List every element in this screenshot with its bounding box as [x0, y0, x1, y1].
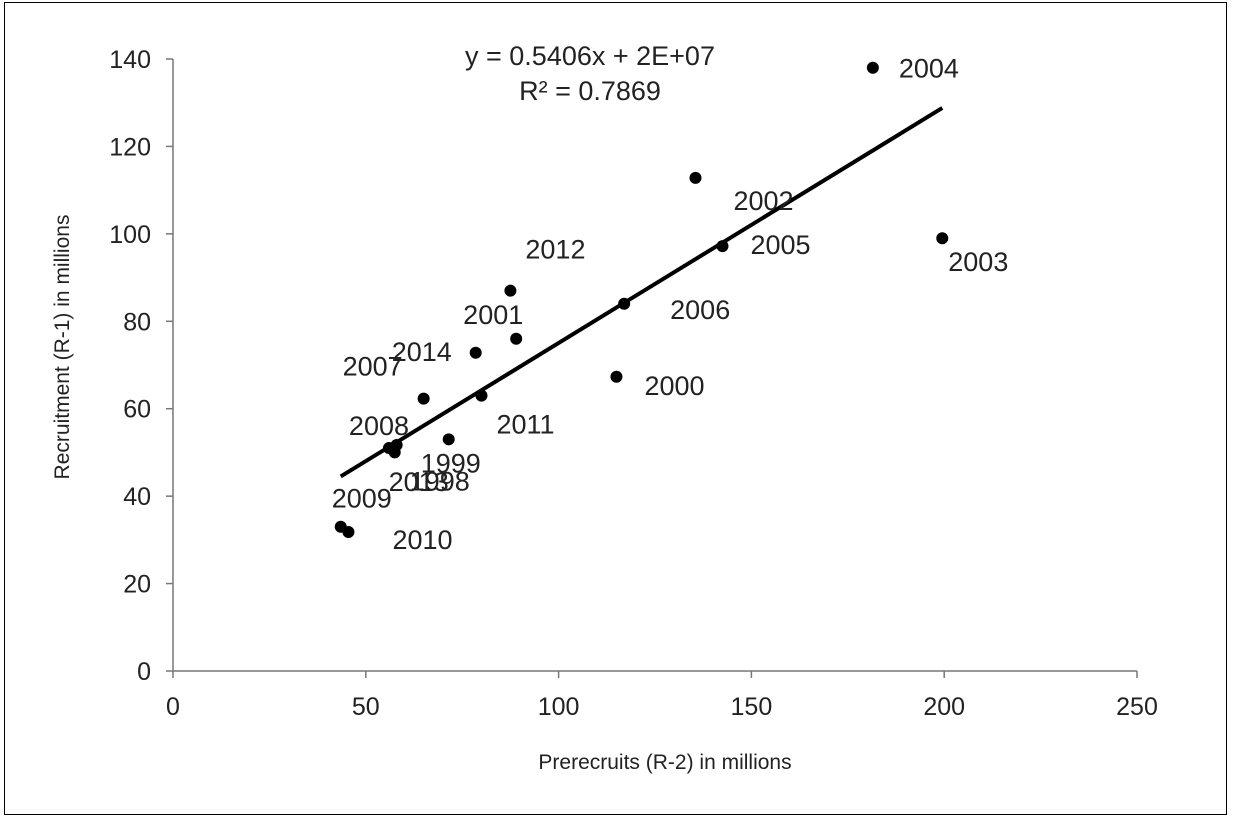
x-axis-title: Prerecruits (R-2) in millions: [538, 751, 791, 774]
trendline-r2: R² = 0.7869: [519, 76, 661, 106]
y-axis-title: Recruitment (R-1) in millions: [51, 215, 74, 480]
data-point: [936, 232, 949, 245]
y-tick-label: 40: [123, 483, 151, 511]
y-tick-label: 60: [123, 396, 151, 424]
data-points: [334, 61, 949, 538]
x-tick-label: 200: [923, 693, 965, 721]
data-point: [504, 284, 517, 297]
trendline-group: [339, 106, 944, 479]
point-label: 1998: [410, 466, 470, 496]
data-point: [866, 61, 879, 74]
data-point: [342, 525, 355, 538]
data-point: [475, 389, 488, 402]
x-tick-label: 50: [352, 693, 380, 721]
data-point: [716, 240, 729, 253]
trendline-equation: y = 0.5406x + 2E+07: [465, 41, 715, 71]
point-label: 2011: [496, 410, 554, 440]
chart-frame: [4, 2, 1227, 815]
point-label: 2010: [392, 525, 452, 555]
y-tick-label: 100: [109, 221, 151, 249]
data-point: [689, 171, 702, 184]
y-tick-label: 140: [109, 46, 151, 74]
data-point: [390, 438, 403, 451]
point-label: 2014: [392, 337, 452, 367]
y-tick-label: 0: [137, 658, 151, 686]
point-label: 2008: [349, 411, 409, 441]
point-label: 2000: [644, 371, 704, 401]
data-point: [469, 346, 482, 359]
y-tick-label: 80: [123, 308, 151, 336]
x-tick-label: 150: [731, 693, 773, 721]
point-label: 1999: [421, 448, 481, 478]
point-label: 2013: [389, 467, 449, 497]
data-point: [610, 370, 623, 383]
point-label: 2007: [343, 352, 403, 382]
point-label: 2001: [463, 300, 523, 330]
point-label: 2003: [948, 247, 1008, 277]
x-tick-label: 100: [538, 693, 580, 721]
data-point: [510, 332, 523, 345]
point-label: 2004: [899, 54, 959, 84]
point-label: 2012: [525, 235, 585, 265]
trendline: [339, 106, 944, 479]
data-point: [417, 392, 430, 405]
data-point: [442, 433, 455, 446]
point-label: 2006: [670, 295, 730, 325]
y-tick-label: 120: [109, 133, 151, 161]
data-point: [618, 297, 631, 310]
point-label: 2005: [750, 230, 810, 260]
axes: 0 50 100 150 200 250 0 20 40 60 80 100 120 140: [109, 46, 1158, 721]
point-label: 2009: [332, 484, 392, 514]
y-tick-label: 20: [123, 571, 151, 599]
x-tick-label: 0: [166, 693, 180, 721]
x-tick-label: 250: [1116, 693, 1158, 721]
point-label: 2002: [733, 186, 793, 216]
